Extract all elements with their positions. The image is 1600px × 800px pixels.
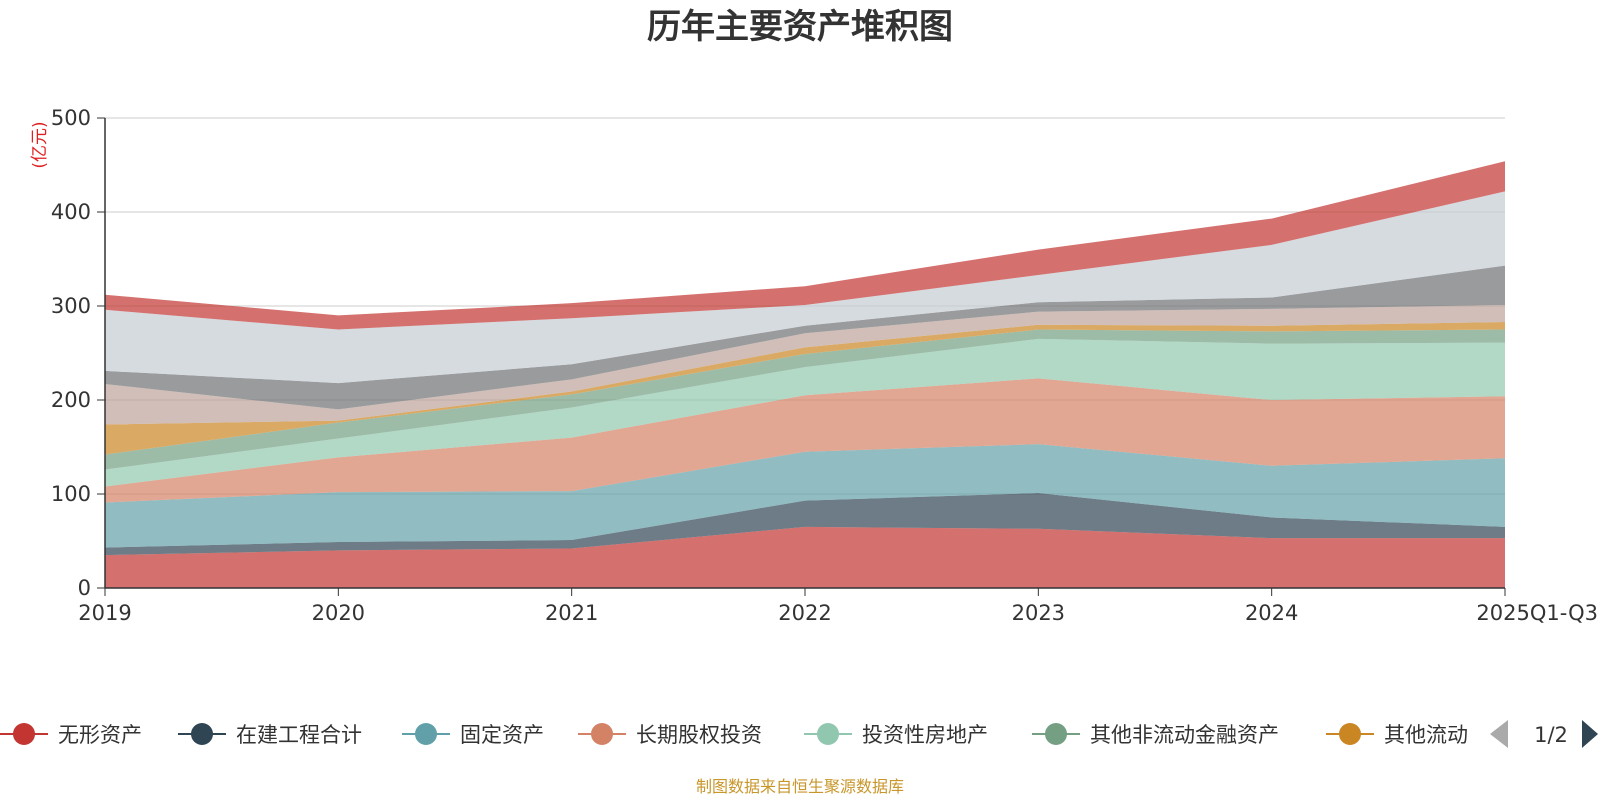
legend-page-indicator: 1/2 (1534, 723, 1568, 747)
area-series-4[interactable] (105, 378, 1505, 503)
area-series-5[interactable] (105, 338, 1505, 487)
y-axis-unit-label: (亿元) (30, 121, 50, 168)
y-tick-label: 0 (78, 576, 91, 600)
source-note: 制图数据来自恒生聚源数据库 (696, 777, 904, 796)
axes: 0 100 200 300 400 500 2019 2020 2021 2022 2023 2024… (51, 106, 1598, 625)
x-tick-label: 2020 (312, 601, 365, 625)
legend-marker-icon (415, 723, 437, 745)
y-tick-label: 500 (51, 106, 91, 130)
x-tick-label: 2025Q1-Q3 (1476, 601, 1598, 625)
area-series-9[interactable] (105, 265, 1505, 410)
legend-label: 无形资产 (58, 723, 142, 747)
legend-item[interactable]: 投资性房地产 (804, 723, 988, 747)
y-tick-label: 300 (51, 294, 91, 318)
legend-label: 投资性房地产 (862, 723, 988, 747)
legend-item[interactable]: 固定资产 (402, 723, 544, 747)
area-series-6[interactable] (105, 329, 1505, 470)
y-tick-label: 400 (51, 200, 91, 224)
legend-label: 其他流动 (1384, 723, 1468, 747)
x-tick-label: 2022 (778, 601, 831, 625)
legend-label: 固定资产 (460, 723, 544, 747)
legend-label: 在建工程合计 (236, 723, 362, 747)
legend-next-page-icon[interactable] (1582, 720, 1598, 748)
area-series-11[interactable] (105, 161, 1505, 330)
y-tick-label: 200 (51, 388, 91, 412)
area-series-1[interactable] (105, 526, 1505, 588)
legend-marker-icon (591, 723, 613, 745)
x-tick-label: 2019 (78, 601, 131, 625)
area-series-3[interactable] (105, 444, 1505, 548)
legend-marker-icon (1045, 723, 1067, 745)
legend-item[interactable]: 在建工程合计 (178, 723, 362, 747)
legend-label: 其他非流动金融资产 (1090, 723, 1279, 747)
legend-marker-icon (13, 723, 35, 745)
legend-label: 长期股权投资 (636, 723, 762, 747)
legend-item[interactable]: 长期股权投资 (578, 723, 762, 747)
area-series-2[interactable] (105, 493, 1505, 556)
area-series-10[interactable] (105, 191, 1505, 384)
legend-marker-icon (817, 723, 839, 745)
y-tick-label: 100 (51, 482, 91, 506)
chart-title: 历年主要资产堆积图 (647, 7, 953, 47)
area-series-8[interactable] (105, 305, 1505, 425)
x-tick-label: 2021 (545, 601, 598, 625)
area-series-7[interactable] (105, 321, 1505, 455)
legend-item[interactable]: 其他非流动金融资产 (1032, 723, 1279, 747)
legend-item[interactable]: 其他流动 (1326, 723, 1468, 747)
x-tick-label: 2024 (1245, 601, 1298, 625)
x-tick-label: 2023 (1012, 601, 1065, 625)
legend: 无形资产 在建工程合计 固定资产 长期股权投资 投资性房地产 其他非流动金融资产 其他流动 1… (0, 720, 1598, 748)
legend-marker-icon (1339, 723, 1361, 745)
legend-item[interactable]: 无形资产 (0, 723, 142, 747)
legend-marker-icon (191, 723, 213, 745)
area-series-group (105, 161, 1505, 588)
legend-prev-page-icon[interactable] (1490, 720, 1508, 748)
